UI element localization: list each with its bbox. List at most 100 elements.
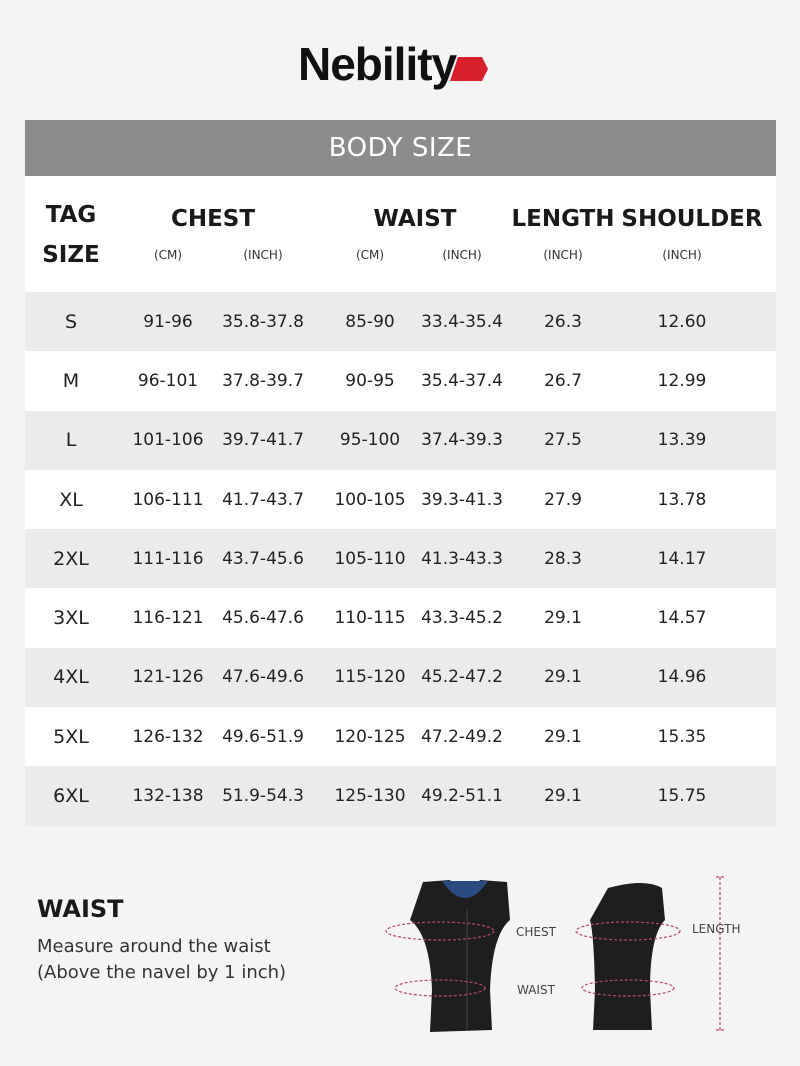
cell-chest-inch: 35.8-37.8 <box>222 311 304 332</box>
table-row: 6XL 132-138 51.9-54.3 125-130 49.2-51.1 29.1 1… <box>25 766 776 826</box>
cell-chest-inch: 43.7-45.6 <box>222 548 304 569</box>
cell-length: 29.1 <box>544 786 582 807</box>
cell-chest-inch: 41.7-43.7 <box>222 489 304 510</box>
measure-lines <box>385 876 724 1031</box>
header-waist: WAIST <box>373 206 457 232</box>
table-row: M 96-101 37.8-39.7 90-95 35.4-37.4 26.7 12.99 <box>25 351 776 411</box>
cell-length: 29.1 <box>544 667 582 688</box>
cell-waist-cm: 110-115 <box>334 608 406 629</box>
label-length: LENGTH <box>692 922 741 936</box>
cell-length: 27.5 <box>544 430 582 451</box>
cell-shoulder: 15.35 <box>657 726 707 747</box>
cell-chest-cm: 91-96 <box>143 311 193 332</box>
table-title: BODY SIZE <box>25 120 776 176</box>
cell-tag-size: 4XL <box>53 666 89 689</box>
cell-length: 29.1 <box>544 608 582 629</box>
cell-chest-cm: 96-101 <box>137 370 199 391</box>
unit-waist-inch: (INCH) <box>442 248 482 262</box>
cell-chest-cm: 106-111 <box>132 489 204 510</box>
unit-shoulder-inch: (INCH) <box>662 248 702 262</box>
cell-shoulder: 13.78 <box>657 489 707 510</box>
table-row: 5XL 126-132 49.6-51.9 120-125 47.2-49.2 29.1 1… <box>25 707 776 767</box>
cell-chest-cm: 132-138 <box>132 786 204 807</box>
cell-tag-size: 3XL <box>53 607 89 630</box>
cell-chest-inch: 39.7-41.7 <box>222 430 304 451</box>
table-body: S 91-96 35.8-37.8 85-90 33.4-35.4 26.3 12.60 M 9… <box>25 292 776 826</box>
size-chart-table: BODY SIZE TAG SIZE CHEST WAIST LENGTH SH… <box>25 120 776 826</box>
header-chest: CHEST <box>170 206 256 232</box>
header-shoulder: SHOULDER <box>621 206 763 232</box>
cell-waist-cm: 95-100 <box>339 430 401 451</box>
unit-chest-cm: (CM) <box>153 248 183 262</box>
cell-shoulder: 13.39 <box>657 430 707 451</box>
cell-waist-inch: 49.2-51.1 <box>421 786 503 807</box>
table-row: XL 106-111 41.7-43.7 100-105 39.3-41.3 27.9 13… <box>25 469 776 530</box>
header-tag: TAG <box>45 202 97 228</box>
cell-tag-size: 2XL <box>53 547 89 570</box>
label-waist: WAIST <box>517 983 555 997</box>
cell-waist-cm: 85-90 <box>345 311 395 332</box>
cell-chest-inch: 45.6-47.6 <box>222 608 304 629</box>
cell-waist-cm: 115-120 <box>334 667 406 688</box>
cell-chest-inch: 37.8-39.7 <box>222 370 304 391</box>
header-length: LENGTH <box>511 206 615 232</box>
unit-waist-cm: (CM) <box>355 248 385 262</box>
table-row: 2XL 111-116 43.7-45.6 105-110 41.3-43.3 28.3 1… <box>25 529 776 589</box>
table-row: 4XL 121-126 47.6-49.6 115-120 45.2-47.2 29.1 1… <box>25 647 776 708</box>
cell-chest-inch: 49.6-51.9 <box>222 726 304 747</box>
cell-shoulder: 14.96 <box>657 667 707 688</box>
cell-waist-inch: 33.4-35.4 <box>421 311 503 332</box>
cell-waist-cm: 120-125 <box>334 726 406 747</box>
cell-shoulder: 12.99 <box>657 370 707 391</box>
cell-waist-cm: 105-110 <box>334 548 406 569</box>
guide-line-1: Measure around the waist <box>37 936 271 957</box>
cell-shoulder: 12.60 <box>657 311 707 332</box>
cell-waist-inch: 45.2-47.2 <box>421 667 503 688</box>
guide-title: WAIST <box>37 895 124 923</box>
cell-chest-cm: 111-116 <box>132 548 204 569</box>
cell-chest-cm: 126-132 <box>132 726 204 747</box>
cell-waist-inch: 39.3-41.3 <box>421 489 503 510</box>
vest-front-icon <box>410 880 510 1032</box>
cell-tag-size: M <box>62 369 80 392</box>
vest-diagram <box>385 876 724 1032</box>
cell-waist-cm: 90-95 <box>345 370 395 391</box>
cell-waist-inch: 41.3-43.3 <box>421 548 503 569</box>
vest-back-icon <box>590 883 665 1030</box>
cell-chest-inch: 51.9-54.3 <box>222 786 304 807</box>
cell-waist-cm: 100-105 <box>334 489 406 510</box>
cell-length: 26.7 <box>544 370 582 391</box>
unit-chest-inch: (INCH) <box>243 248 283 262</box>
cell-length: 29.1 <box>544 726 582 747</box>
cell-waist-inch: 35.4-37.4 <box>421 370 503 391</box>
cell-tag-size: 5XL <box>53 725 89 748</box>
cell-tag-size: L <box>65 429 77 452</box>
logo-mark-icon <box>450 57 489 81</box>
cell-chest-cm: 116-121 <box>132 608 204 629</box>
table-row: S 91-96 35.8-37.8 85-90 33.4-35.4 26.3 12.60 <box>25 292 776 352</box>
cell-tag-size: XL <box>59 488 83 511</box>
cell-waist-inch: 47.2-49.2 <box>421 726 503 747</box>
brand-logo: Nebility <box>298 34 489 94</box>
cell-shoulder: 15.75 <box>657 786 707 807</box>
cell-shoulder: 14.57 <box>657 608 707 629</box>
brand-name: Nebility <box>298 38 457 90</box>
cell-waist-inch: 43.3-45.2 <box>421 608 503 629</box>
table-header: TAG SIZE CHEST WAIST LENGTH SHOULDER (CM… <box>25 176 776 292</box>
guide-line-2: (Above the navel by 1 inch) <box>37 962 287 983</box>
cell-chest-inch: 47.6-49.6 <box>222 667 304 688</box>
cell-tag-size: S <box>64 310 78 333</box>
cell-tag-size: 6XL <box>53 785 89 808</box>
cell-length: 27.9 <box>544 489 582 510</box>
cell-shoulder: 14.17 <box>657 548 707 569</box>
cell-chest-cm: 101-106 <box>132 430 204 451</box>
cell-chest-cm: 121-126 <box>132 667 204 688</box>
cell-length: 28.3 <box>544 548 582 569</box>
unit-length-inch: (INCH) <box>543 248 583 262</box>
table-row: 3XL 116-121 45.6-47.6 110-115 43.3-45.2 29.1 1… <box>25 588 776 648</box>
cell-waist-inch: 37.4-39.3 <box>421 430 503 451</box>
cell-waist-cm: 125-130 <box>334 786 406 807</box>
cell-length: 26.3 <box>544 311 582 332</box>
label-chest: CHEST <box>516 925 556 939</box>
header-size: SIZE <box>42 242 100 268</box>
